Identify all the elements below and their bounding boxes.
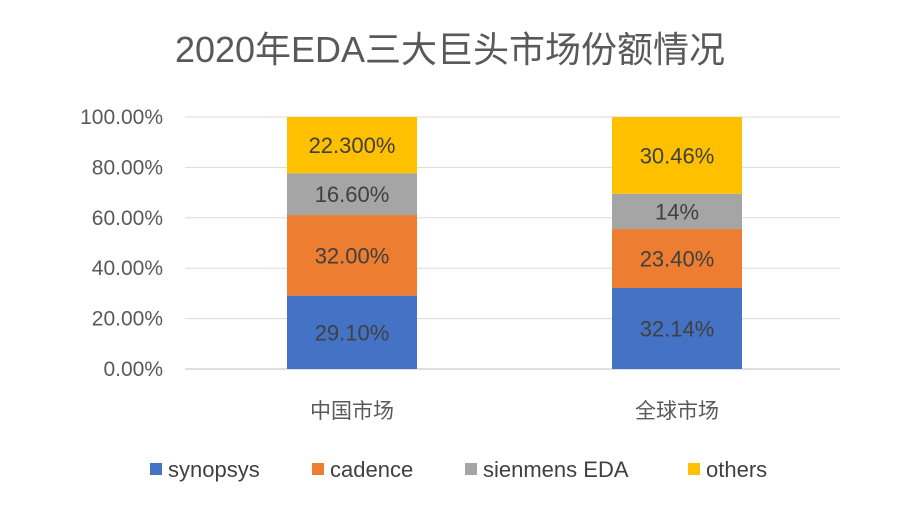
y-tick-label: 80.00% [92, 156, 163, 179]
y-tick-label: 60.00% [92, 207, 163, 230]
y-tick-label: 0.00% [103, 358, 163, 381]
bars [287, 117, 742, 369]
data-labels: 29.10% 32.00% 16.60% 22.300% 32.14% 23.40% 14%… [309, 133, 715, 345]
legend-swatch [150, 463, 162, 475]
data-label: 29.10% [315, 320, 390, 345]
y-tick-label: 20.00% [92, 308, 163, 331]
x-axis-categories: 中国市场 全球市场 [310, 400, 719, 423]
legend-swatch [688, 463, 700, 475]
legend-swatch [465, 463, 477, 475]
x-category-label: 全球市场 [635, 400, 719, 423]
data-label: 32.00% [315, 243, 390, 268]
y-tick-label: 40.00% [92, 257, 163, 280]
legend-label: sienmens EDA [483, 457, 629, 482]
data-label: 30.46% [640, 143, 715, 168]
bar-segment [287, 295, 417, 369]
bar-segment [612, 229, 742, 289]
x-category-label: 中国市场 [310, 400, 394, 423]
legend-label: cadence [330, 457, 413, 482]
chart-title: 2020年EDA三大巨头市场份额情况 [175, 29, 725, 70]
legend-label: others [706, 457, 767, 482]
y-tick-label: 100.00% [80, 106, 163, 129]
y-axis-ticks: 0.00% 20.00% 40.00% 60.00% 80.00% 100.00% [80, 106, 163, 381]
data-label: 16.60% [315, 182, 390, 207]
bar-segment [287, 215, 417, 296]
data-label: 23.40% [640, 247, 715, 272]
legend-label: synopsys [168, 457, 260, 482]
data-label: 32.14% [640, 317, 715, 342]
bar-segment [612, 193, 742, 230]
bar-segment [612, 288, 742, 369]
bar-segment [287, 117, 417, 174]
data-label: 14% [655, 199, 699, 224]
legend-swatch [312, 463, 324, 475]
bar-segment [287, 173, 417, 216]
legend: synopsys cadence sienmens EDA others [150, 457, 767, 482]
bar-segment [612, 117, 742, 194]
data-label: 22.300% [309, 133, 396, 158]
